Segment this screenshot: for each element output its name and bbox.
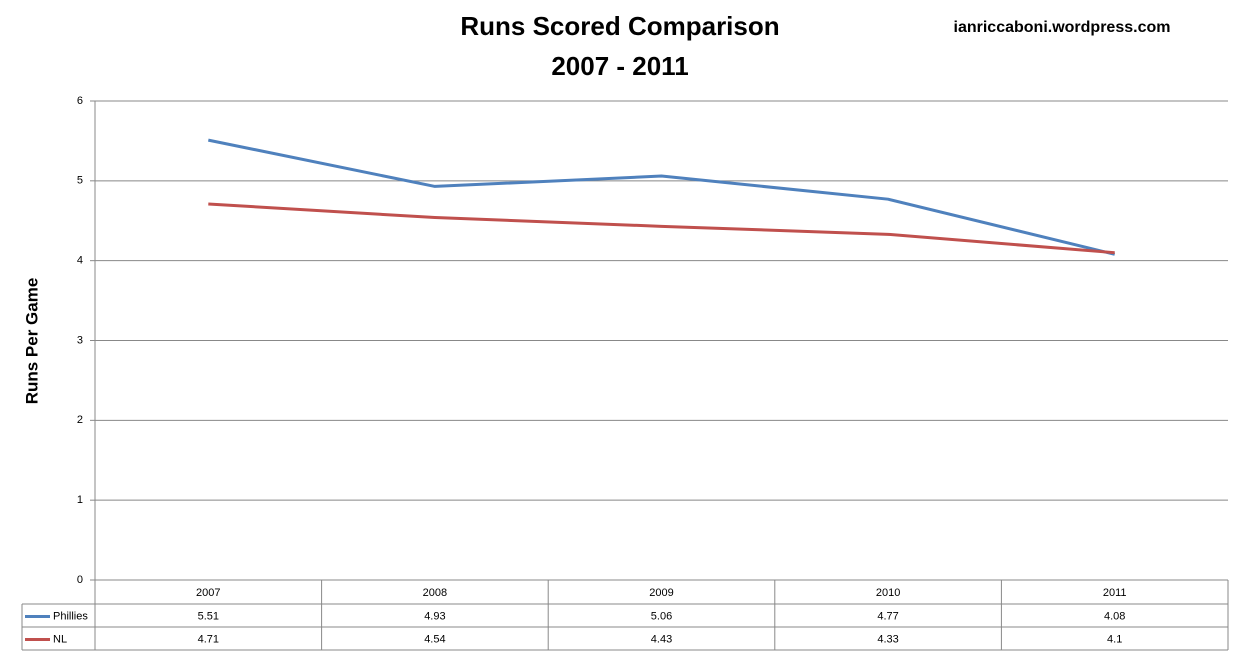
y-tick-label: 0 xyxy=(77,574,83,586)
table-value: 5.51 xyxy=(198,610,219,622)
table-value: 4.77 xyxy=(877,610,898,622)
table-value: 4.33 xyxy=(877,633,898,645)
table-value: 4.43 xyxy=(651,633,672,645)
series-line xyxy=(207,138,1116,256)
y-axis-label: Runs Per Game xyxy=(22,278,41,405)
x-tick-label: 2010 xyxy=(876,587,900,599)
table-value: 4.1 xyxy=(1107,633,1122,645)
table-value: 4.71 xyxy=(198,633,219,645)
y-tick-label: 2 xyxy=(77,414,83,426)
chart-title: Runs Scored Comparison xyxy=(460,11,779,41)
y-tick-label: 5 xyxy=(77,175,83,187)
legend-label: NL xyxy=(53,633,67,645)
table-value: 4.08 xyxy=(1104,610,1125,622)
table-value: 4.54 xyxy=(424,633,445,645)
y-tick-label: 3 xyxy=(77,334,83,346)
x-tick-label: 2008 xyxy=(423,587,447,599)
series-line xyxy=(208,202,1115,255)
legend-label: Phillies xyxy=(53,610,88,622)
x-tick-label: 2011 xyxy=(1103,587,1127,599)
x-tick-label: 2007 xyxy=(196,587,220,599)
table-value: 4.93 xyxy=(424,610,445,622)
y-tick-label: 6 xyxy=(77,95,83,107)
watermark: ianriccaboni.wordpress.com xyxy=(954,19,1171,36)
chart-subtitle: 2007 - 2011 xyxy=(551,51,688,81)
table-value: 5.06 xyxy=(651,610,672,622)
x-tick-label: 2009 xyxy=(649,587,673,599)
y-tick-label: 4 xyxy=(77,255,83,267)
y-tick-label: 1 xyxy=(77,494,83,506)
